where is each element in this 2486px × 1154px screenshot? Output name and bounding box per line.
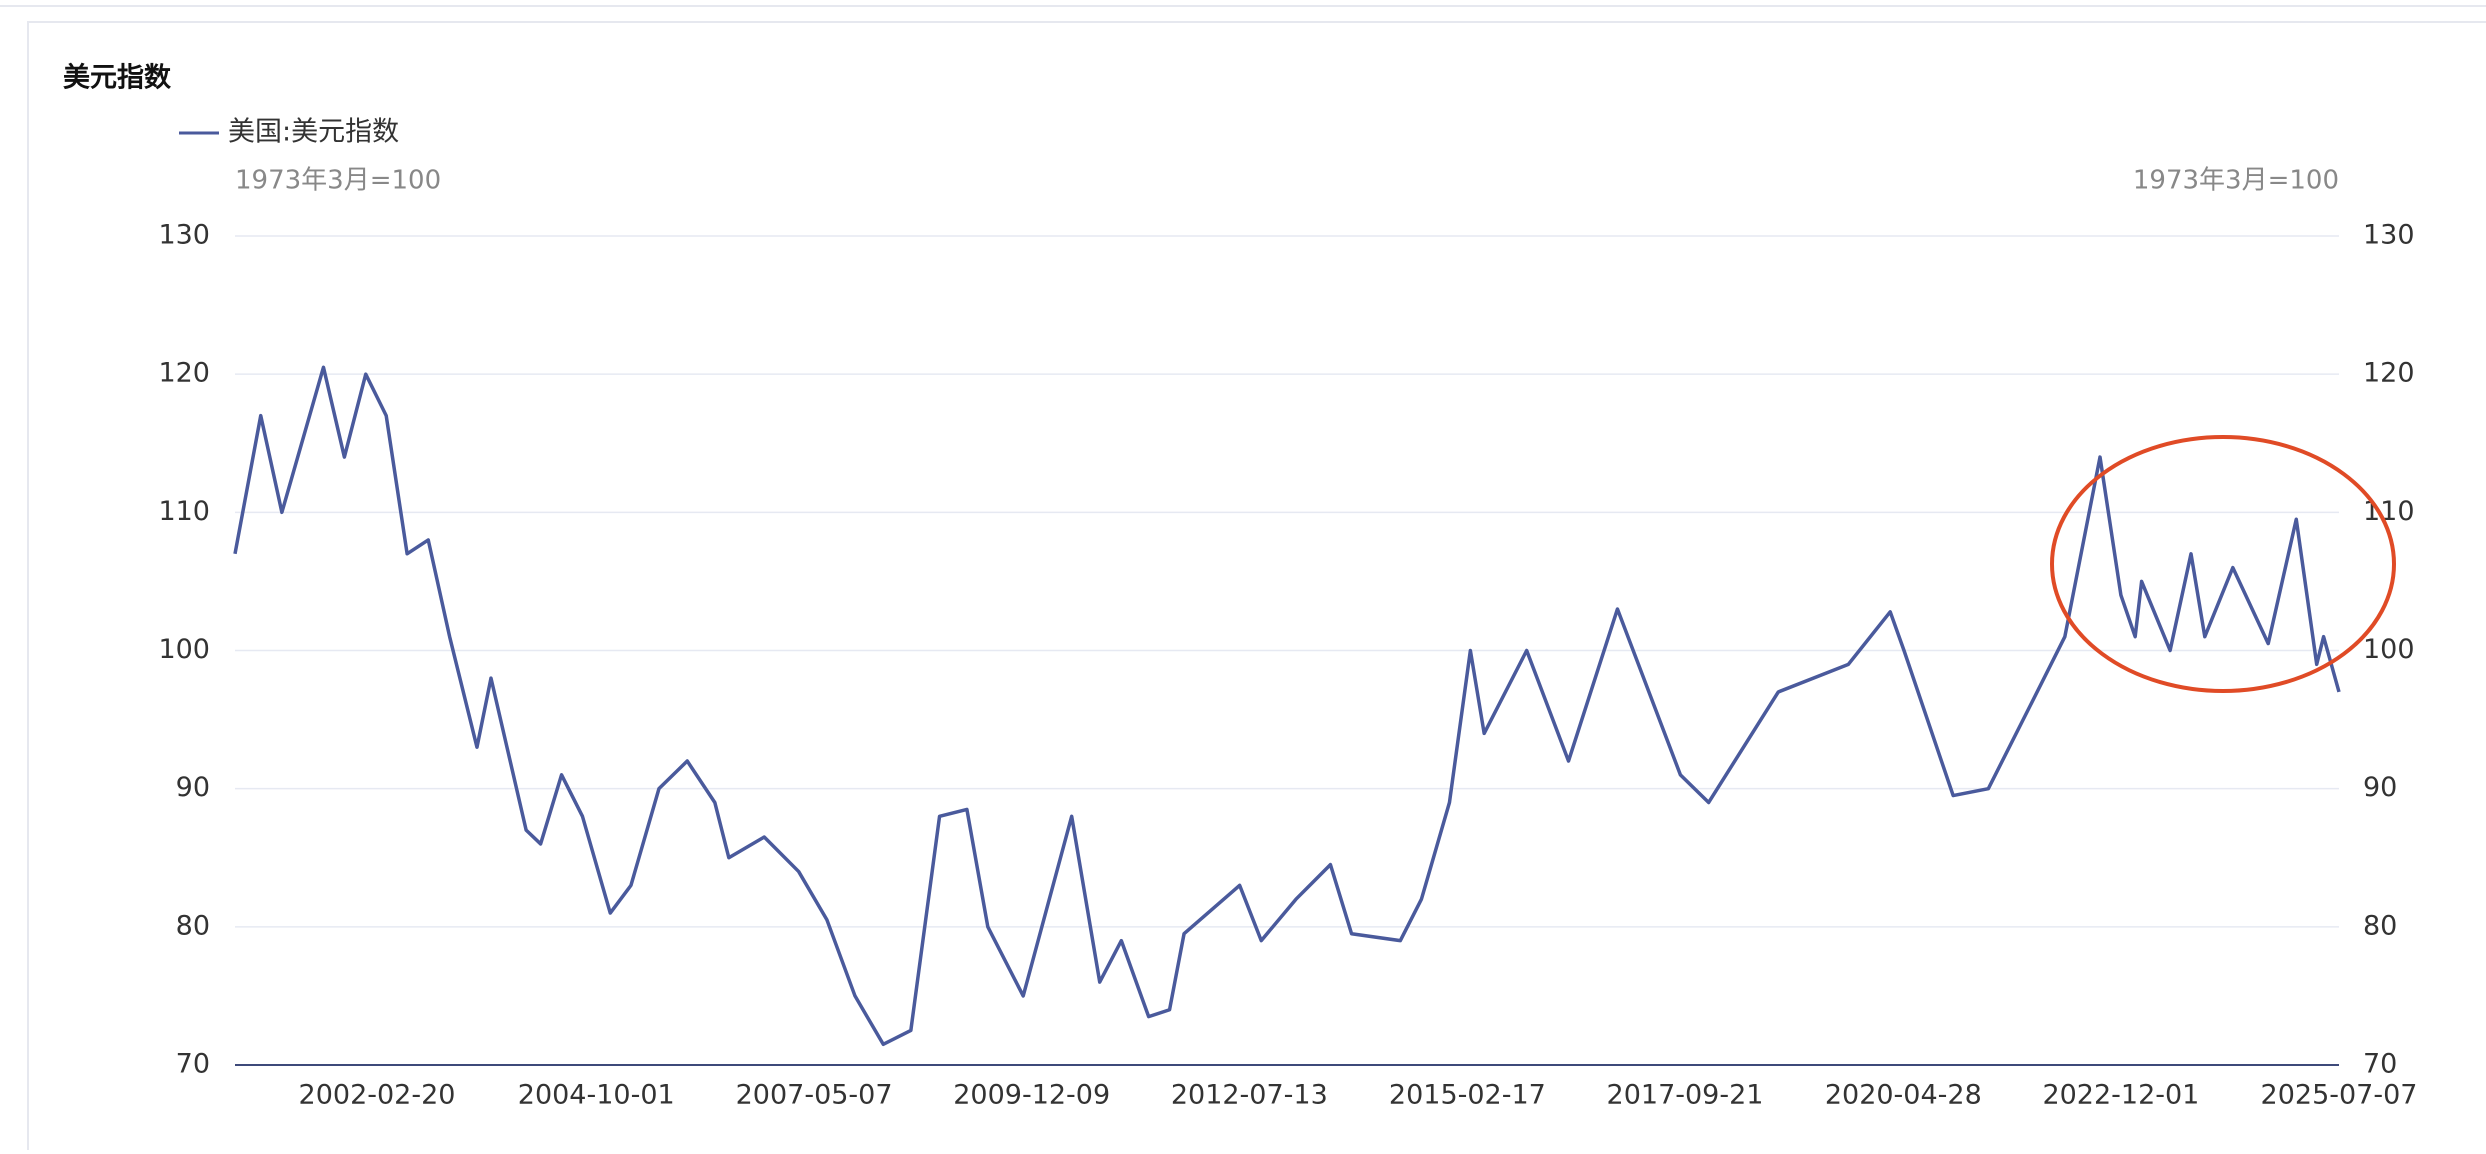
previous-card xyxy=(0,0,2486,7)
x-tick-label: 2022-12-01 xyxy=(2042,1080,2199,1111)
y-tick-label: 100 xyxy=(158,634,210,665)
highlight-circle xyxy=(2050,435,2396,693)
x-tick-label: 2025-07-07 xyxy=(2261,1080,2418,1111)
y-tick-label: 90 xyxy=(176,772,210,803)
x-tick-label: 2007-05-07 xyxy=(736,1080,893,1111)
data-line xyxy=(233,365,2341,1047)
y2-tick-label: 90 xyxy=(2363,772,2397,803)
y-tick-label: 130 xyxy=(158,220,210,251)
x-tick-label: 2002-02-20 xyxy=(299,1080,456,1111)
y-tick-label: 120 xyxy=(158,358,210,389)
y-tick-label: 80 xyxy=(176,910,210,941)
chart-title: 美元指数 xyxy=(63,62,172,94)
x-tick-label: 2012-07-13 xyxy=(1171,1080,1328,1111)
legend-label[interactable]: 美国:美元指数 xyxy=(228,117,399,148)
x-tick-label: 2020-04-28 xyxy=(1825,1080,1982,1111)
plot xyxy=(233,365,2341,1047)
y2-tick-label: 130 xyxy=(2363,220,2415,251)
y-tick-label: 110 xyxy=(158,496,210,527)
y2-unit-label: 1973年3月=100 xyxy=(2133,166,2339,196)
x-tick-label: 2015-02-17 xyxy=(1389,1080,1546,1111)
x-tick-label: 2017-09-21 xyxy=(1607,1080,1764,1111)
y2-tick-label: 70 xyxy=(2363,1049,2397,1080)
y2-tick-label: 80 xyxy=(2363,910,2397,941)
x-tick-label: 2004-10-01 xyxy=(518,1080,675,1111)
y-tick-label: 70 xyxy=(176,1049,210,1080)
x-tick-label: 2009-12-09 xyxy=(953,1080,1110,1111)
y2-tick-label: 120 xyxy=(2363,358,2415,389)
y2-tick-label: 100 xyxy=(2363,634,2415,665)
y-unit-label: 1973年3月=100 xyxy=(235,166,441,196)
